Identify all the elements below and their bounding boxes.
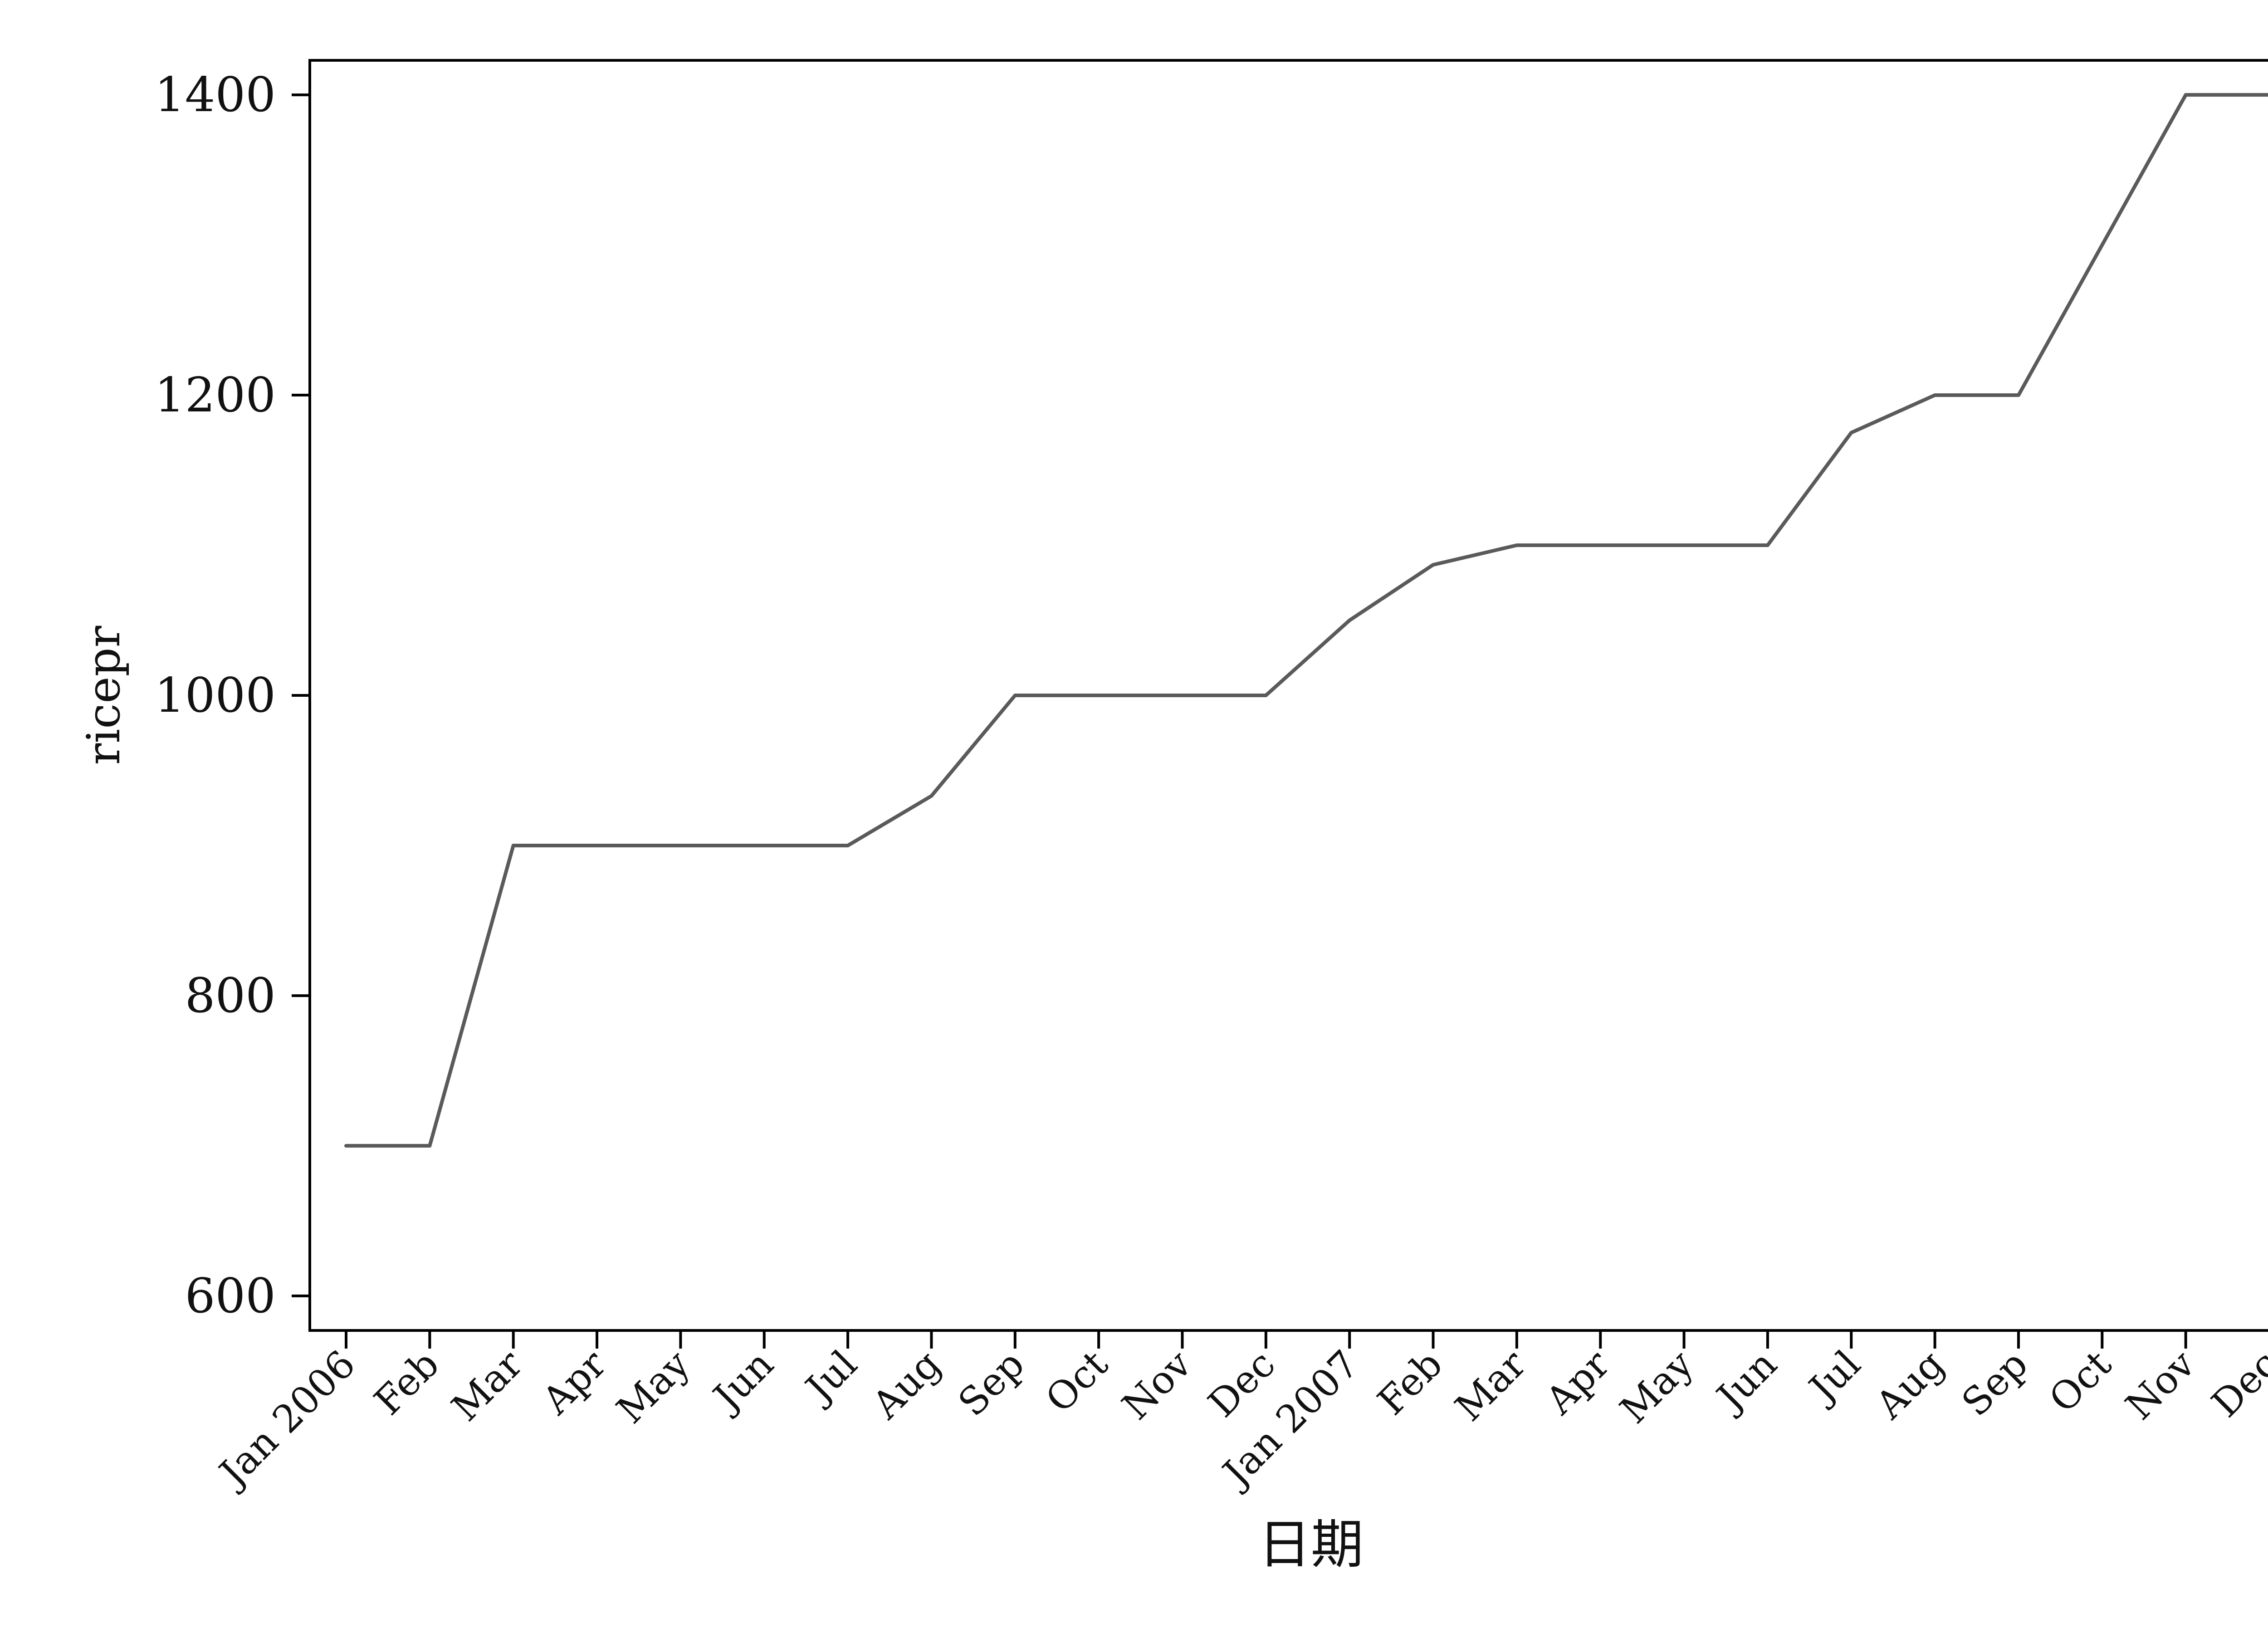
x-tick-label: Jun <box>1706 1342 1785 1421</box>
x-tick-label: Jan 2006 <box>209 1342 364 1497</box>
y-tick-label: 600 <box>185 1268 276 1324</box>
x-tick-label: Jun <box>703 1342 782 1421</box>
x-tick-label: Aug <box>863 1342 949 1428</box>
x-tick-label: Oct <box>1037 1342 1116 1421</box>
x-tick-label: Sep <box>1953 1342 2036 1425</box>
x-tick-label: Jul <box>1798 1342 1869 1413</box>
series-layer <box>344 93 2268 1148</box>
x-tick-label: Apr <box>1537 1341 1618 1423</box>
x-tick-label: Dec <box>2203 1342 2268 1426</box>
x-tick-label: Nov <box>2117 1341 2204 1428</box>
x-tick-label: Jul <box>795 1342 865 1413</box>
x-tick-label: Oct <box>2040 1342 2120 1421</box>
x-tick-label: May <box>1612 1341 1702 1432</box>
x-tick-label: Sep <box>950 1342 1033 1425</box>
y-axis-title: ricepr <box>77 626 130 765</box>
x-tick-label: Apr <box>533 1341 615 1423</box>
x-tick-label: Mar <box>443 1341 532 1430</box>
x-tick-label: Feb <box>1369 1342 1451 1423</box>
y-tick-label: 1200 <box>155 367 276 423</box>
x-tick-label: Nov <box>1114 1341 1200 1428</box>
x-tick-label: May <box>608 1341 698 1432</box>
y-axis: 600 800 1000 1200 1400 <box>155 67 310 1324</box>
y-tick-label: 800 <box>185 968 276 1023</box>
x-axis-title: 日期 <box>1258 1514 1364 1575</box>
x-tick-label: Feb <box>366 1342 447 1423</box>
x-tick-label: Mar <box>1447 1341 1535 1430</box>
x-tick-label: Aug <box>1867 1342 1953 1428</box>
y-tick-label: 1400 <box>155 67 276 122</box>
plot-frame <box>308 59 2268 1332</box>
series-line <box>344 93 2268 1148</box>
y-tick-label: 1000 <box>155 668 276 723</box>
